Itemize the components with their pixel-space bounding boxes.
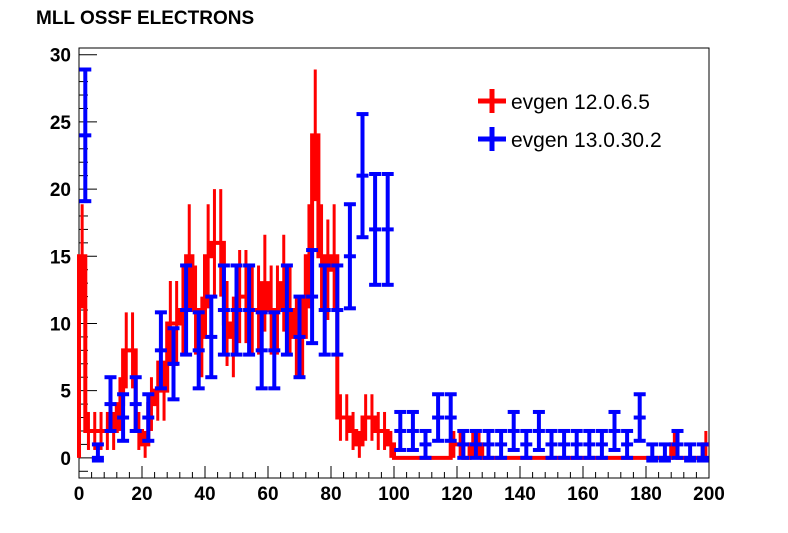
- x-axis: 0 20 40 60 80 100 120 140 160 180 200: [74, 466, 725, 505]
- x-tick-label: 200: [693, 484, 725, 505]
- y-tick-label: 10: [50, 314, 71, 335]
- y-tick-label: 25: [50, 113, 72, 134]
- y-tick-label: 30: [50, 46, 71, 67]
- x-tick-label: 60: [257, 484, 278, 505]
- y-tick-label: 0: [60, 449, 71, 470]
- series-layer: [77, 67, 709, 463]
- chart-title: MLL OSSF ELECTRONS: [36, 8, 254, 29]
- x-tick-label: 20: [131, 484, 152, 505]
- x-tick-label: 140: [504, 484, 536, 505]
- legend-label: evgen 12.0.6.5: [511, 91, 650, 114]
- series-evgen-12-step: [77, 133, 709, 460]
- y-tick-label: 20: [50, 180, 71, 201]
- x-tick-label: 100: [378, 484, 410, 505]
- y-tick-label: 5: [60, 382, 71, 403]
- x-tick-label: 160: [567, 484, 599, 505]
- x-tick-label: 40: [194, 484, 215, 505]
- x-tick-label: 0: [74, 484, 85, 505]
- x-tick-label: 120: [441, 484, 473, 505]
- y-axis: 0 5 10 15 20 25 30: [50, 46, 97, 472]
- legend-label: evgen 13.0.30.2: [511, 129, 662, 152]
- x-tick-label: 180: [630, 484, 662, 505]
- y-tick-label: 15: [50, 247, 72, 268]
- legend: evgen 12.0.6.5 evgen 13.0.30.2: [478, 89, 662, 152]
- x-tick-label: 80: [320, 484, 341, 505]
